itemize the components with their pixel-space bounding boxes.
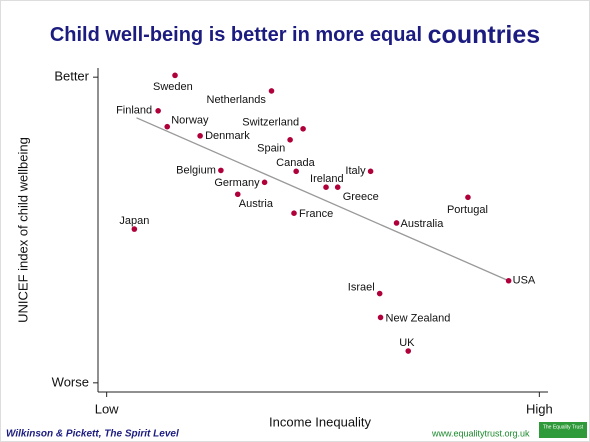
point-label: Ireland xyxy=(310,173,344,185)
point xyxy=(505,277,512,284)
point-label: Japan xyxy=(119,215,149,227)
point xyxy=(197,133,203,139)
point xyxy=(291,210,297,216)
logo: The Equality Trust xyxy=(543,424,584,430)
point-label: Sweden xyxy=(153,81,193,93)
title-main: Child well-being is better in more equal xyxy=(50,24,422,46)
website: www.equalitytrust.org.uk xyxy=(431,428,530,438)
point xyxy=(131,226,138,232)
point xyxy=(377,314,384,321)
point-label: Netherlands xyxy=(207,94,267,106)
point xyxy=(155,107,161,114)
x-tick-label: High xyxy=(526,401,553,416)
point xyxy=(293,168,299,175)
x-tick-label: Low xyxy=(95,401,119,416)
point-label: Denmark xyxy=(205,130,250,142)
point xyxy=(164,123,171,130)
y-tick-label: Worse xyxy=(52,374,89,389)
x-axis-label: Income Inequality xyxy=(269,414,371,429)
point-label: Israel xyxy=(348,281,375,293)
point xyxy=(376,290,383,297)
point xyxy=(405,348,412,354)
point xyxy=(287,137,293,143)
point-label: Switzerland xyxy=(242,117,299,129)
trend-line xyxy=(136,117,509,282)
point-label: Italy xyxy=(345,165,366,177)
point-label: Portugal xyxy=(447,204,488,216)
y-axis-label: UNICEF index of child wellbeing xyxy=(15,137,30,323)
point-label: Canada xyxy=(276,157,315,169)
point-label: Belgium xyxy=(176,164,216,176)
point xyxy=(367,168,374,175)
point-label: France xyxy=(299,208,333,220)
point-label: Greece xyxy=(343,191,379,203)
point xyxy=(323,184,329,191)
source: Wilkinson & Pickett, The Spirit Level xyxy=(6,429,179,440)
logo-box xyxy=(539,422,587,438)
point xyxy=(261,179,268,186)
point xyxy=(334,184,341,191)
point-label: Spain xyxy=(257,143,285,155)
point xyxy=(218,167,224,174)
title-emphasis: countries xyxy=(428,21,541,49)
point-label: UK xyxy=(399,337,415,349)
point xyxy=(234,191,241,198)
point-label: USA xyxy=(513,275,536,287)
point-label: Norway xyxy=(171,115,209,127)
point-label: New Zealand xyxy=(386,312,451,324)
point xyxy=(300,126,306,132)
chart-title: Child well-being is better in more equal… xyxy=(50,21,540,49)
point-label: Austria xyxy=(239,198,274,210)
point xyxy=(393,220,400,226)
point-label: Australia xyxy=(401,218,445,230)
point xyxy=(268,88,275,94)
point xyxy=(465,194,471,201)
point xyxy=(172,72,178,79)
y-tick-label: Better xyxy=(54,69,89,84)
point-label: Finland xyxy=(116,105,152,117)
point-label: Germany xyxy=(214,177,260,189)
